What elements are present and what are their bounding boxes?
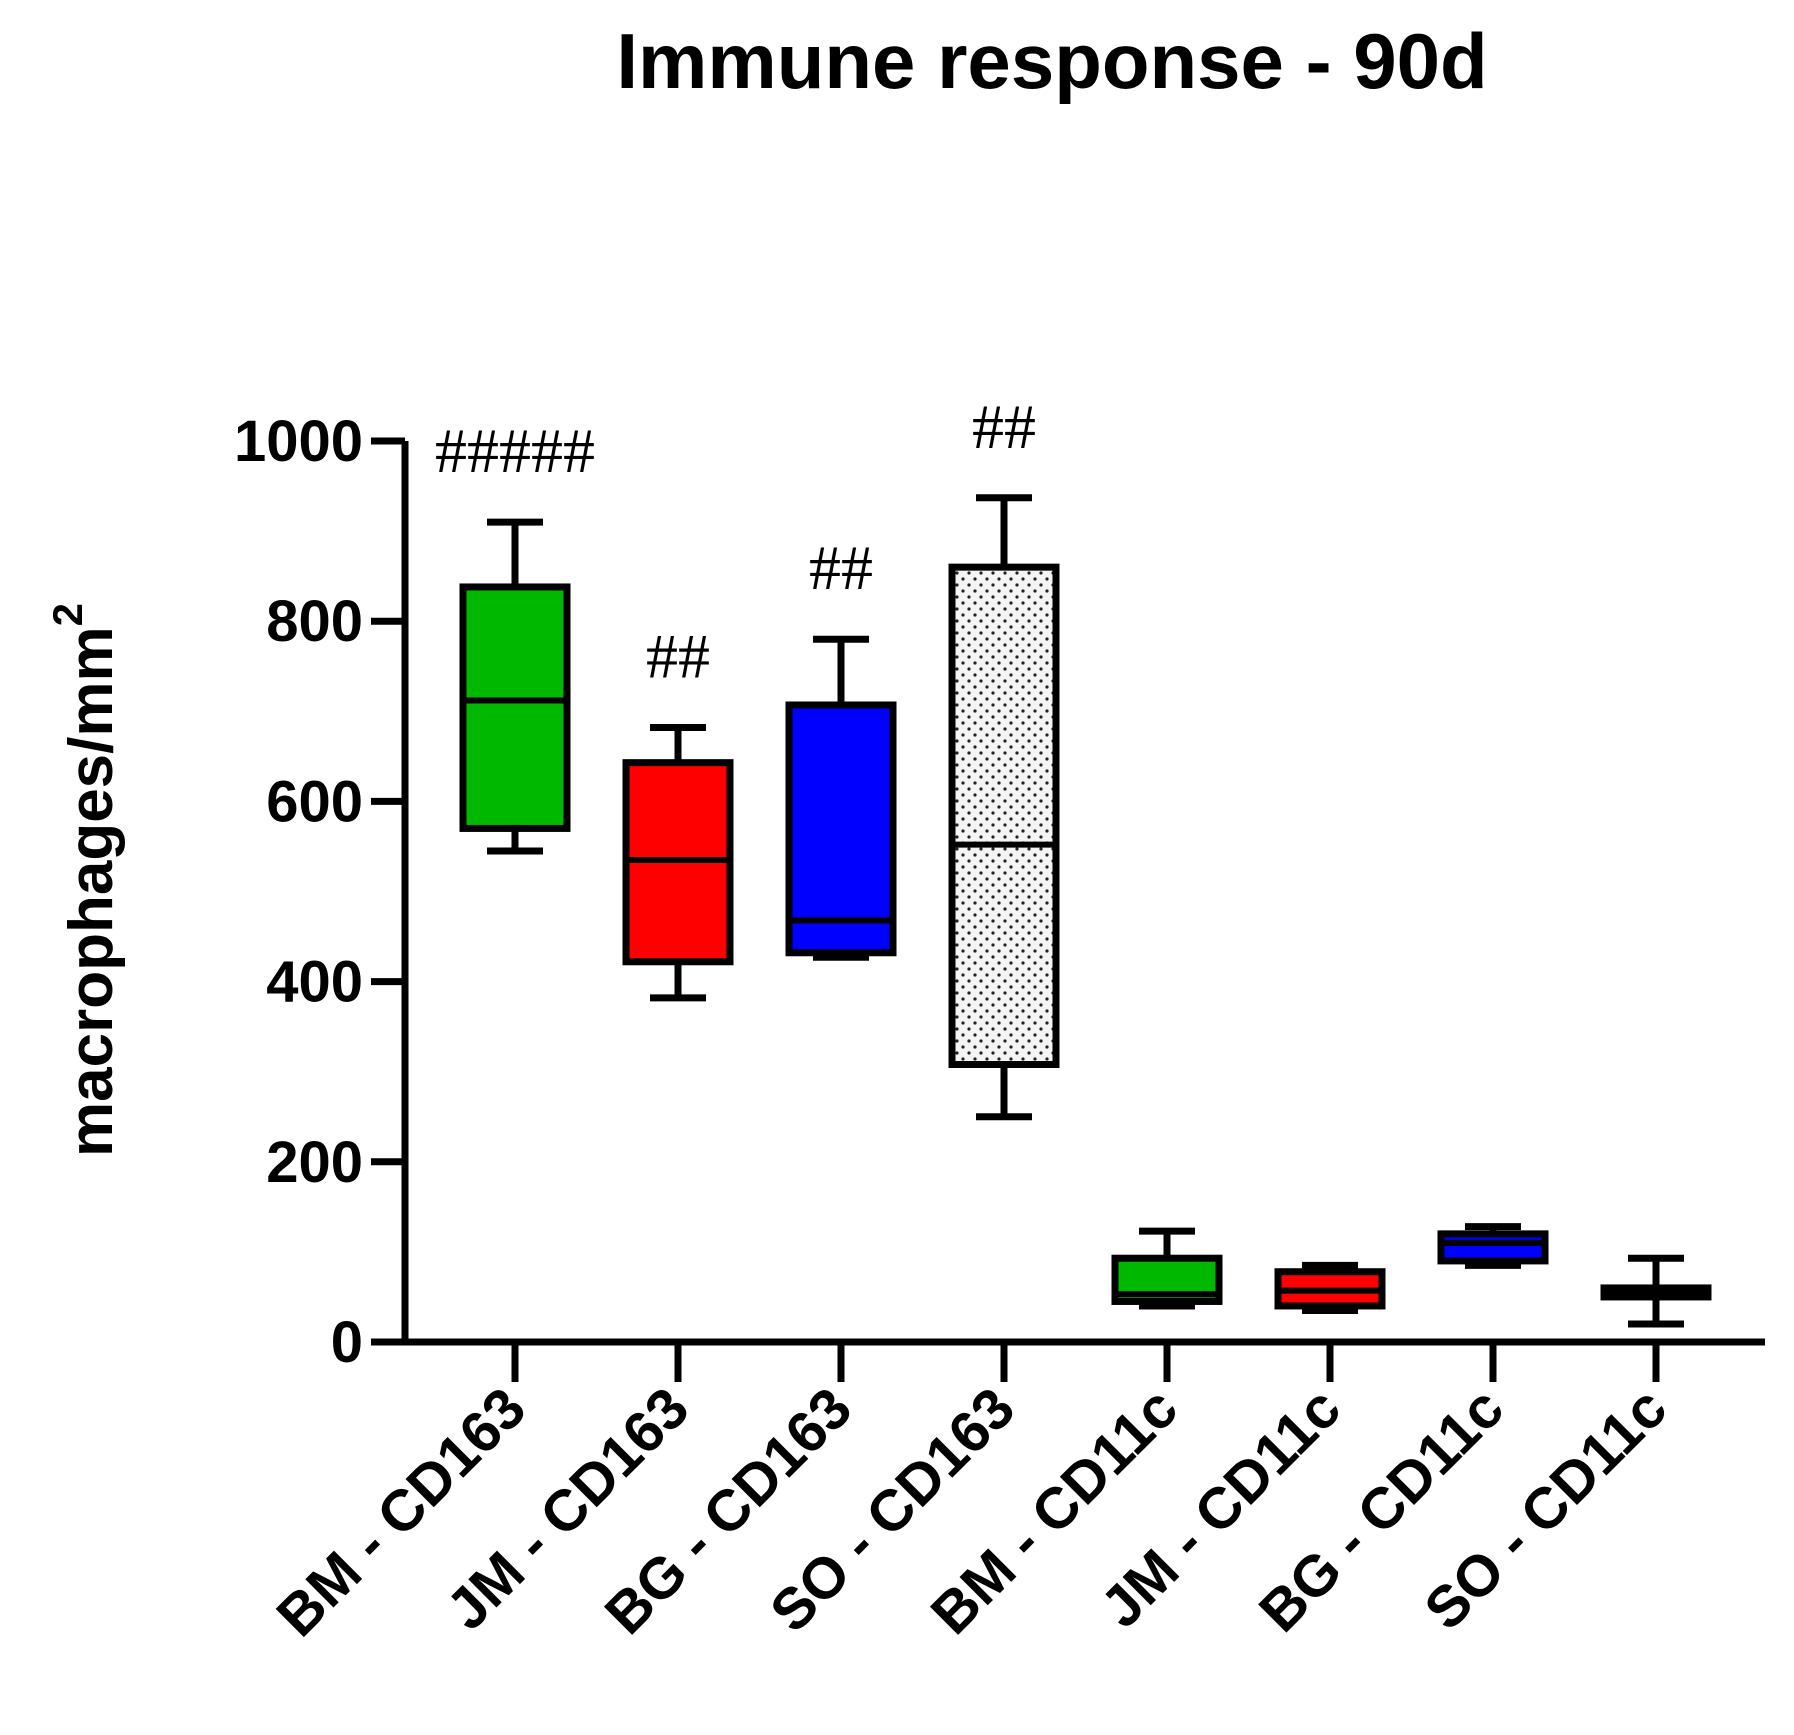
- y-axis-label: macrophages/mm2: [44, 603, 126, 1157]
- y-tick-label: 400: [266, 950, 363, 1015]
- box-group: [1437, 1223, 1549, 1269]
- box-group: ##: [785, 532, 897, 961]
- box-group: [1274, 1261, 1386, 1314]
- box-group: #####: [435, 415, 595, 855]
- significance-annotation: #####: [435, 415, 595, 486]
- box-group: ##: [948, 391, 1060, 1121]
- box-group: [1111, 1227, 1223, 1310]
- significance-annotation: ##: [972, 391, 1036, 462]
- y-tick-label: 1000: [234, 409, 363, 474]
- y-axis-label-text: macrophages/mm: [57, 626, 126, 1157]
- y-axis-label-superscript: 2: [44, 603, 91, 626]
- box: [785, 701, 897, 957]
- box: [1437, 1230, 1549, 1265]
- y-tick-label: 200: [266, 1130, 363, 1195]
- box-group: ##: [622, 621, 734, 1002]
- box-series: ###########: [435, 391, 1712, 1328]
- y-tick-label: 0: [331, 1310, 363, 1375]
- significance-annotation: ##: [646, 621, 710, 692]
- y-tick-label: 600: [266, 769, 363, 834]
- significance-annotation: ##: [809, 532, 873, 603]
- box: [948, 563, 1060, 1068]
- chart-title: Immune response - 90d: [616, 17, 1487, 105]
- box-group: [1600, 1254, 1712, 1328]
- box: [459, 583, 571, 832]
- y-tick-label: 800: [266, 589, 363, 654]
